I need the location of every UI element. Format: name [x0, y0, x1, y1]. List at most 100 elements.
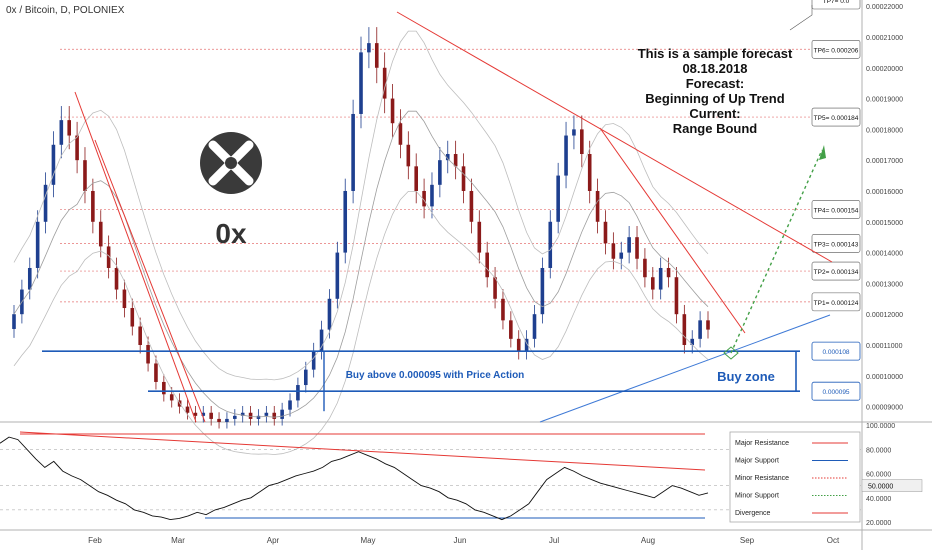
tp-tag	[811, 234, 861, 253]
osc-current-tag	[861, 479, 923, 492]
candle-body	[280, 409, 284, 419]
candle-body	[509, 320, 513, 339]
candle-body	[564, 135, 568, 176]
candle-body	[398, 123, 403, 145]
price-tick-label: 0.00016000	[866, 189, 903, 196]
candle-body	[67, 120, 72, 136]
tp-tag	[811, 200, 861, 219]
candle-body	[374, 43, 379, 68]
candle-body	[540, 267, 545, 315]
target-arrowhead	[819, 145, 826, 160]
tp-tag-label: TP2= 0.000134	[814, 269, 859, 276]
month-tick-label: Feb	[88, 536, 102, 545]
zone-tag	[811, 381, 861, 401]
candle-body	[445, 154, 450, 161]
candle-body	[12, 314, 16, 329]
buy-above-text: Buy above 0.000095 with Price Action	[346, 370, 525, 381]
legend-label: Minor Resistance	[735, 475, 789, 482]
oscillator-line	[0, 436, 709, 521]
candle-body	[414, 166, 419, 191]
tp7-tag-label: TP7= 0.0	[823, 0, 850, 5]
resistance-line-2	[94, 139, 206, 423]
candle-body	[185, 406, 190, 413]
candle-body	[611, 243, 616, 259]
candle-body	[516, 338, 521, 352]
candle-body	[169, 394, 174, 401]
candle-body	[501, 298, 505, 321]
candle-body	[27, 267, 32, 290]
candle-body	[690, 338, 695, 345]
zone-tag	[811, 341, 861, 361]
price-tick-label: 0.00022000	[866, 4, 903, 11]
candle-body	[114, 267, 119, 290]
forecast-line-4: Beginning of Up Trend	[645, 91, 785, 106]
candle-body	[532, 314, 537, 339]
candle-body	[477, 221, 482, 253]
candle-body	[351, 113, 355, 191]
price-tick-label: 0.00019000	[866, 97, 903, 104]
symbol-title: 0x / Bitcoin, D, POLONIEX	[6, 5, 125, 16]
price-tick-label: 0.00012000	[866, 312, 903, 319]
candle-body	[469, 190, 474, 222]
band-upper	[13, 30, 709, 381]
tp-tag	[811, 292, 861, 312]
candle-body	[406, 144, 411, 167]
osc-tick-label: 20.0000	[866, 520, 891, 527]
band-lower	[13, 191, 709, 455]
candle-body	[327, 298, 332, 330]
candle-body	[130, 308, 135, 327]
resistance-line-3	[396, 11, 833, 263]
candle-body	[256, 415, 261, 419]
tp-tag-label: TP4= 0.000154	[814, 207, 859, 214]
month-tick-label: Oct	[827, 536, 840, 545]
tp-tag-label: TP3= 0.000143	[814, 241, 859, 248]
candle-body	[666, 267, 671, 278]
zone-tag-label: 0.000095	[822, 389, 849, 396]
tp-tag-label: TP5= 0.000184	[814, 115, 859, 122]
candle-body	[296, 385, 300, 401]
candle-body	[438, 160, 442, 185]
candle-body	[453, 154, 458, 167]
legend-label: Major Support	[735, 458, 779, 465]
candle-body	[706, 320, 710, 330]
candle-body	[225, 418, 229, 422]
candle-body	[343, 190, 348, 253]
forecast-line-6: Range Bound	[672, 121, 758, 136]
candle-body	[390, 98, 395, 124]
candle-body	[367, 43, 371, 53]
forecast-note: This is a sample forecast 08.18.2018 For…	[600, 46, 830, 136]
month-tick-label: Sep	[740, 536, 755, 545]
candle-body	[83, 160, 87, 191]
candle-body	[674, 277, 679, 315]
tp-tag	[811, 39, 861, 59]
candle-body	[106, 246, 111, 268]
candle-body	[311, 351, 316, 370]
tp-tag-label: TP1= 0.000124	[814, 300, 859, 307]
osc-tick-label: 40.0000	[866, 496, 891, 503]
tp-tag	[811, 107, 861, 127]
candle-body	[209, 412, 213, 419]
candle-body	[122, 289, 127, 309]
candle-body	[217, 418, 221, 422]
price-tick-label: 0.00009000	[866, 405, 903, 412]
price-tick-label: 0.00021000	[866, 35, 903, 42]
month-tick-label: Apr	[267, 536, 280, 545]
buy-zone-text: Buy zone	[717, 369, 775, 384]
tp-tag	[811, 261, 861, 281]
candle-body	[335, 252, 340, 299]
legend-box	[729, 431, 861, 523]
candle-body	[272, 412, 277, 419]
osc-tick-label: 60.0000	[866, 472, 891, 479]
forecast-line-2: 08.18.2018	[682, 61, 748, 76]
support-diagonal	[539, 314, 831, 423]
candle-body	[138, 326, 142, 345]
candle-body	[240, 412, 245, 416]
candle-body	[556, 175, 560, 222]
candle-body	[603, 221, 608, 244]
forecast-line-3: Forecast:	[685, 76, 745, 91]
candle-body	[201, 412, 206, 416]
candle-body	[595, 190, 600, 222]
band-mid	[13, 110, 709, 418]
price-tick-label: 0.00014000	[866, 251, 903, 258]
